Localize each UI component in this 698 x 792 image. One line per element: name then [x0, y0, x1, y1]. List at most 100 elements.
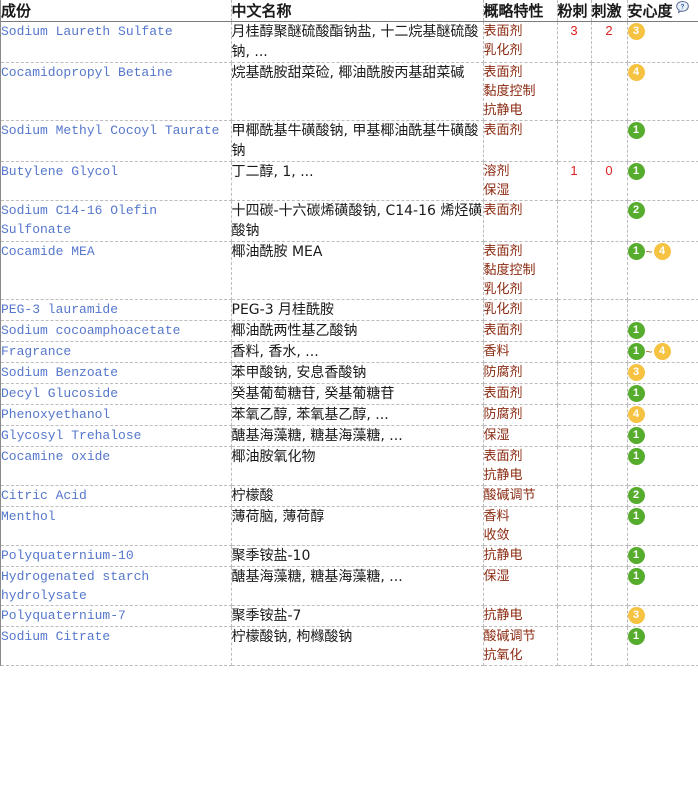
property-tag: 香料: [483, 509, 510, 524]
safety-badge: 3: [627, 607, 645, 625]
table-row: Citric Acid 柠檬酸 酸碱调节 2: [1, 485, 698, 507]
ingredient-name-link[interactable]: Butylene Glycol: [1, 164, 119, 179]
acne-score-cell: [557, 200, 592, 242]
safety-score-cell: 1: [627, 446, 698, 486]
ingredient-name-link[interactable]: Citric Acid: [1, 488, 87, 503]
table-row: Sodium Benzoate 苯甲酸钠, 安息香酸钠 防腐剂 3: [1, 362, 698, 384]
ingredient-name-link[interactable]: Polyquaternium-7: [1, 608, 126, 623]
properties-cell: 表面剂: [483, 383, 558, 405]
ingredient-name-link[interactable]: Decyl Glucoside: [1, 386, 119, 401]
ingredient-name-link[interactable]: Sodium Methyl Cocoyl Taurate: [1, 123, 220, 138]
table-row: Butylene Glycol 丁二醇, 1, ... 溶剂 保湿 1 0 1: [1, 161, 698, 201]
safety-score-cell: 4: [627, 62, 698, 121]
properties-cell: 表面剂 乳化剂: [483, 21, 558, 63]
ingredient-name-link[interactable]: Phenoxyethanol: [1, 407, 111, 422]
ingredient-name-link[interactable]: Menthol: [1, 509, 56, 524]
acne-score-cell: [557, 605, 592, 627]
ingredient-name-cell: Cocamide MEA: [1, 241, 232, 300]
ingredient-name-cell: Menthol: [1, 506, 232, 546]
acne-score-cell: [557, 626, 592, 666]
acne-score-cell: [557, 120, 592, 162]
ingredient-name-link[interactable]: Cocamide MEA: [1, 244, 95, 259]
irritation-score-cell: [591, 383, 628, 405]
irritation-score-cell: [591, 320, 628, 342]
ingredient-name-cell: Citric Acid: [1, 485, 232, 507]
column-header-safety[interactable]: 安心度 ?: [627, 0, 698, 22]
column-header-chinese-name[interactable]: 中文名称: [231, 0, 484, 22]
safety-badge: 4: [653, 243, 671, 261]
table-row: Cocamide MEA 椰油酰胺 MEA 表面剂 黏度控制 乳化剂 1 ~4: [1, 241, 698, 300]
chinese-name-cell: 月桂醇聚醚硫酸酯钠盐, 十二烷基醚硫酸钠, ...: [231, 21, 484, 63]
ingredient-name-cell: Cocamidopropyl Betaine: [1, 62, 232, 121]
irritation-score-cell: [591, 241, 628, 300]
properties-cell: 抗静电: [483, 605, 558, 627]
ingredient-table: 成份 中文名称 概略特性 粉刺 刺激 安心度 ? Sodium Laureth …: [1, 0, 698, 666]
ingredient-name-link[interactable]: Polyquaternium-10: [1, 548, 134, 563]
safety-badge: 3: [627, 364, 645, 382]
table-row: Sodium cocoamphoacetate 椰油酰两性基乙酸钠 表面剂 1: [1, 320, 698, 342]
ingredient-name-link[interactable]: Glycosyl Trehalose: [1, 428, 142, 443]
chinese-name-cell: 醣基海藻糖, 糖基海藻糖, ...: [231, 425, 484, 447]
ingredient-name-link[interactable]: Sodium Laureth Sulfate: [1, 24, 173, 39]
table-row: Phenoxyethanol 苯氧乙醇, 苯氧基乙醇, ... 防腐剂 4: [1, 404, 698, 426]
chinese-name-cell: 苯氧乙醇, 苯氧基乙醇, ...: [231, 404, 484, 426]
acne-score-cell: [557, 241, 592, 300]
question-mark-help-icon[interactable]: ?: [675, 1, 689, 18]
ingredient-name-link[interactable]: Sodium cocoamphoacetate: [1, 323, 181, 338]
acne-score-cell: [557, 545, 592, 567]
ingredient-name-link[interactable]: Sodium Benzoate: [1, 365, 119, 380]
column-header-name[interactable]: 成份: [1, 0, 232, 22]
irritation-score-cell: [591, 506, 628, 546]
property-tag: 黏度控制: [483, 263, 536, 278]
safety-badge: 1: [627, 568, 645, 586]
safety-score-cell: 1: [627, 626, 698, 666]
properties-cell: 香料 收敛: [483, 506, 558, 546]
ingredient-name-link[interactable]: Cocamidopropyl Betaine: [1, 65, 173, 80]
table-header: 成份 中文名称 概略特性 粉刺 刺激 安心度 ?: [1, 0, 698, 22]
header-row: 成份 中文名称 概略特性 粉刺 刺激 安心度 ?: [1, 0, 698, 22]
irritation-score-cell: [591, 566, 628, 606]
properties-cell: 酸碱调节: [483, 485, 558, 507]
ingredient-name-cell: PEG-3 lauramide: [1, 299, 232, 321]
safety-badge: 1: [627, 322, 645, 340]
safety-score-cell: 4: [627, 404, 698, 426]
column-header-safety-label: 安心度: [627, 3, 673, 20]
chinese-name-cell: 烷基酰胺甜菜硷, 椰油酰胺丙基甜菜碱: [231, 62, 484, 121]
property-tag: 表面剂: [483, 65, 523, 80]
ingredient-name-link[interactable]: Hydrogenated starch hydrolysate: [1, 569, 150, 603]
ingredient-name-link[interactable]: Fragrance: [1, 344, 72, 359]
irritation-score-cell: 2: [591, 21, 628, 63]
irritation-score-cell: [591, 485, 628, 507]
irritation-score-cell: [591, 299, 628, 321]
column-header-irritation[interactable]: 刺激: [591, 0, 628, 22]
property-tag: 表面剂: [483, 203, 523, 218]
property-tag: 保湿: [483, 428, 510, 443]
property-tag: 防腐剂: [483, 407, 523, 422]
ingredient-name-cell: Cocamine oxide: [1, 446, 232, 486]
range-separator: ~: [645, 344, 653, 359]
table-row: Cocamidopropyl Betaine 烷基酰胺甜菜硷, 椰油酰胺丙基甜菜碱…: [1, 62, 698, 121]
property-tag: 表面剂: [483, 123, 523, 138]
table-row: Cocamine oxide 椰油胺氧化物 表面剂 抗静电 1: [1, 446, 698, 486]
safety-score-cell: 2: [627, 485, 698, 507]
property-tag: 表面剂: [483, 386, 523, 401]
acne-score-cell: [557, 320, 592, 342]
property-tag: 表面剂: [483, 244, 523, 259]
column-header-acne[interactable]: 粉刺: [557, 0, 592, 22]
table-row: Sodium C14-16 Olefin Sulfonate 十四碳-十六碳烯磺酸…: [1, 200, 698, 242]
property-tag: 抗静电: [483, 608, 523, 623]
chinese-name-cell: 柠檬酸钠, 枸橼酸钠: [231, 626, 484, 666]
property-tag: 黏度控制: [483, 84, 536, 99]
properties-cell: 防腐剂: [483, 404, 558, 426]
ingredient-name-link[interactable]: Sodium Citrate: [1, 629, 111, 644]
property-tag: 酸碱调节: [483, 629, 536, 644]
ingredient-name-link[interactable]: Cocamine oxide: [1, 449, 111, 464]
column-header-properties[interactable]: 概略特性: [483, 0, 558, 22]
irritation-score-cell: [591, 626, 628, 666]
safety-badge: 4: [627, 64, 645, 82]
ingredient-name-link[interactable]: Sodium C14-16 Olefin Sulfonate: [1, 203, 158, 237]
property-tag: 表面剂: [483, 323, 523, 338]
ingredient-name-link[interactable]: PEG-3 lauramide: [1, 302, 119, 317]
property-tag: 乳化剂: [483, 282, 523, 297]
safety-score-cell: 3: [627, 362, 698, 384]
